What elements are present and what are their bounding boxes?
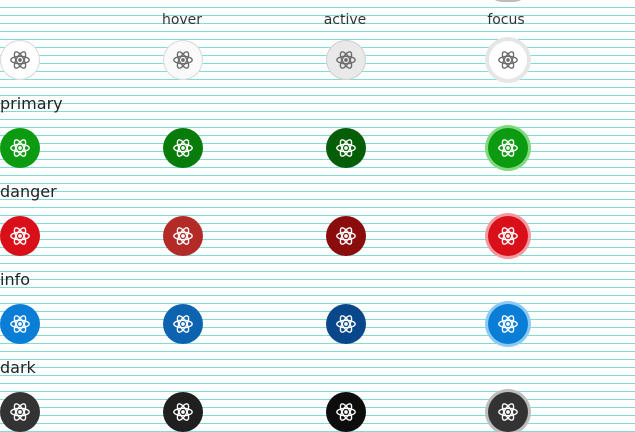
atom-icon: [173, 227, 193, 245]
header-focus: focus: [487, 12, 525, 28]
primary-focus-button[interactable]: [488, 128, 528, 168]
label-dark: dark: [0, 358, 36, 377]
info-default-button[interactable]: [0, 304, 40, 344]
label-info: info: [0, 270, 31, 289]
dark-default-button[interactable]: [0, 392, 40, 432]
default-hover-button[interactable]: [163, 40, 203, 80]
primary-default-button[interactable]: [0, 128, 40, 168]
info-hover-button[interactable]: [163, 304, 203, 344]
atom-icon: [10, 403, 30, 421]
atom-icon: [498, 51, 518, 69]
dark-focus-button[interactable]: [488, 392, 528, 432]
atom-icon: [173, 315, 193, 333]
label-primary: primary: [0, 94, 63, 113]
danger-focus-button[interactable]: [488, 216, 528, 256]
atom-icon: [498, 315, 518, 333]
atom-icon: [336, 403, 356, 421]
info-active-button[interactable]: [326, 304, 366, 344]
header-active: active: [323, 12, 367, 28]
dark-active-button[interactable]: [326, 392, 366, 432]
atom-icon: [336, 139, 356, 157]
atom-icon: [336, 315, 356, 333]
atom-icon: [336, 51, 356, 69]
danger-hover-button[interactable]: [163, 216, 203, 256]
atom-icon: [10, 315, 30, 333]
atom-icon: [10, 139, 30, 157]
atom-icon: [10, 227, 30, 245]
atom-icon: [498, 403, 518, 421]
default-default-button[interactable]: [0, 40, 40, 80]
primary-active-button[interactable]: [326, 128, 366, 168]
default-active-button[interactable]: [326, 40, 366, 80]
label-danger: danger: [0, 182, 57, 201]
dark-hover-button[interactable]: [163, 392, 203, 432]
header-hover: hover: [161, 12, 203, 28]
primary-hover-button[interactable]: [163, 128, 203, 168]
info-focus-button[interactable]: [488, 304, 528, 344]
atom-icon: [498, 139, 518, 157]
atom-icon: [498, 227, 518, 245]
atom-icon: [336, 227, 356, 245]
danger-active-button[interactable]: [326, 216, 366, 256]
default-focus-button[interactable]: [488, 40, 528, 80]
atom-icon: [173, 139, 193, 157]
atom-icon: [173, 51, 193, 69]
atom-icon: [10, 51, 30, 69]
partial-button-top: [488, 0, 528, 2]
atom-icon: [173, 403, 193, 421]
danger-default-button[interactable]: [0, 216, 40, 256]
